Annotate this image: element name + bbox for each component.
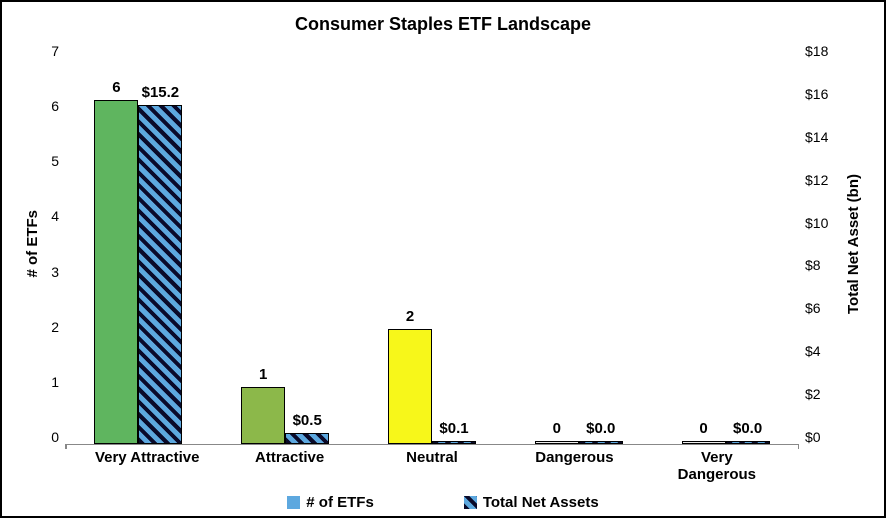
y-right-tick: $14: [805, 129, 837, 145]
bar-group: 0$0.0: [652, 43, 799, 444]
bar-data-label: $0.5: [293, 412, 322, 429]
plot-area: 6$15.21$0.52$0.10$0.00$0.0: [65, 43, 799, 445]
bar-data-label: 2: [406, 308, 414, 325]
x-axis-label: Attractive: [218, 449, 360, 484]
y-left-tick: 4: [49, 208, 59, 224]
y-right-tick: $2: [805, 386, 837, 402]
y-left-tick: 6: [49, 98, 59, 114]
bar-data-label: $15.2: [142, 84, 180, 101]
legend-swatch: [464, 496, 477, 509]
x-axis-label: VeryDangerous: [646, 449, 788, 484]
y-right-tick: $8: [805, 257, 837, 273]
axis-tick-mark: [65, 444, 67, 449]
etf-count-bar: 1: [241, 387, 285, 444]
legend: # of ETFs Total Net Assets: [22, 494, 864, 511]
y-right-tick: $0: [805, 429, 837, 445]
bar-data-label: $0.0: [586, 420, 615, 437]
bar-group: 6$15.2: [65, 43, 212, 444]
legend-item: Total Net Assets: [464, 494, 599, 511]
legend-label: # of ETFs: [306, 494, 374, 511]
x-axis-label: Neutral: [361, 449, 503, 484]
y-left-tick: 1: [49, 374, 59, 390]
net-assets-bar: $0.0: [579, 441, 623, 444]
y-right-tick: $6: [805, 300, 837, 316]
bar-group: 2$0.1: [359, 43, 506, 444]
chart-title: Consumer Staples ETF Landscape: [22, 14, 864, 35]
y-left-ticks: 7 6 5 4 3 2 1 0: [43, 43, 65, 445]
bar-data-label: 0: [699, 420, 707, 437]
etf-count-bar: 0: [535, 441, 579, 444]
bar-group: 1$0.5: [212, 43, 359, 444]
y-right-tick: $18: [805, 43, 837, 59]
y-right-axis-label: Total Net Asset (bn): [843, 174, 864, 314]
net-assets-bar: $15.2: [138, 105, 182, 444]
etf-count-bar: 0: [682, 441, 726, 444]
legend-item: # of ETFs: [287, 494, 374, 511]
y-right-ticks: $18 $16 $14 $12 $10 $8 $6 $4 $2 $0: [799, 43, 843, 445]
net-assets-bar: $0.5: [285, 433, 329, 444]
y-left-tick: 2: [49, 319, 59, 335]
y-right-tick: $4: [805, 343, 837, 359]
net-assets-bar: $0.1: [432, 441, 476, 444]
y-left-axis-label: # of ETFs: [22, 210, 43, 278]
y-left-tick: 0: [49, 429, 59, 445]
bar-data-label: 1: [259, 366, 267, 383]
etf-count-bar: 6: [94, 100, 138, 444]
etf-count-bar: 2: [388, 329, 432, 444]
y-left-tick: 3: [49, 264, 59, 280]
y-right-tick: $16: [805, 86, 837, 102]
bar-group: 0$0.0: [505, 43, 652, 444]
y-left-tick: 5: [49, 153, 59, 169]
x-axis: Very AttractiveAttractiveNeutralDangerou…: [22, 445, 864, 484]
x-axis-label: Very Attractive: [76, 449, 218, 484]
bar-data-label: 0: [553, 420, 561, 437]
bar-data-label: $0.0: [733, 420, 762, 437]
chart-container: Consumer Staples ETF Landscape # of ETFs…: [0, 0, 886, 518]
legend-label: Total Net Assets: [483, 494, 599, 511]
x-axis-labels: Very AttractiveAttractiveNeutralDangerou…: [76, 449, 788, 484]
y-left-tick: 7: [49, 43, 59, 59]
bar-data-label: 6: [112, 79, 120, 96]
legend-swatch: [287, 496, 300, 509]
y-right-tick: $12: [805, 172, 837, 188]
net-assets-bar: $0.0: [726, 441, 770, 444]
x-axis-label: Dangerous: [503, 449, 645, 484]
plot-area-wrapper: # of ETFs 76543210 6$15.21$0.52$0.10$0.0…: [22, 43, 864, 445]
y-right-tick: $10: [805, 215, 837, 231]
axis-tick-mark: [798, 444, 800, 449]
bar-groups: 6$15.21$0.52$0.10$0.00$0.0: [65, 43, 799, 444]
bar-data-label: $0.1: [439, 420, 468, 437]
